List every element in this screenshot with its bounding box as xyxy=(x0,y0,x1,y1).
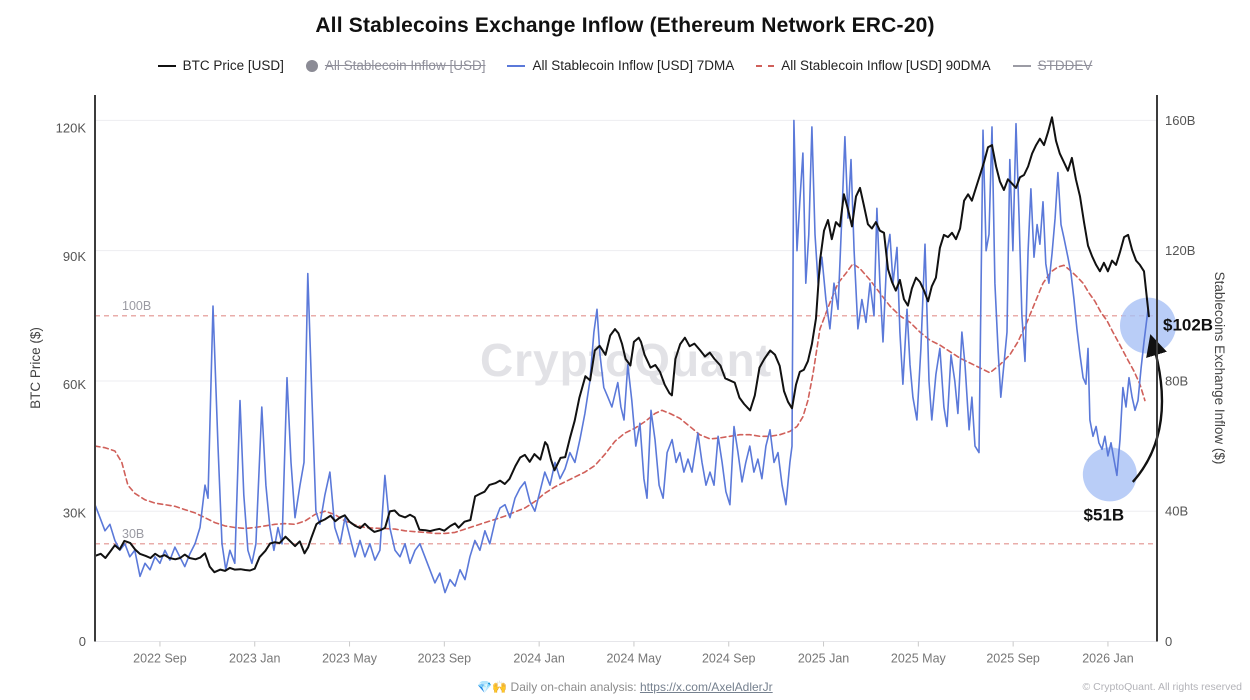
footer: 💎🙌 Daily on-chain analysis: https://x.co… xyxy=(0,680,1250,694)
header: All Stablecoins Exchange Inflow (Ethereu… xyxy=(0,14,1250,38)
value-label: $102B xyxy=(1163,316,1213,335)
legend-label: All Stablecoin Inflow [USD] 7DMA xyxy=(532,58,735,73)
svg-text:2023 May: 2023 May xyxy=(322,652,378,666)
copyright-text: © CryptoQuant. All rights reserved xyxy=(1082,681,1242,693)
svg-text:80B: 80B xyxy=(1165,373,1188,388)
svg-text:2026 Jan: 2026 Jan xyxy=(1082,652,1133,666)
legend-item-stddev[interactable]: STDDEV xyxy=(1012,58,1093,73)
legend-label: All Stablecoin Inflow [USD] xyxy=(324,58,486,73)
chart-title: All Stablecoins Exchange Inflow (Ethereu… xyxy=(315,14,935,37)
svg-text:0: 0 xyxy=(1165,634,1172,649)
svg-text:2024 Jan: 2024 Jan xyxy=(513,652,564,666)
svg-text:160B: 160B xyxy=(1165,113,1195,128)
legend-line-marker xyxy=(507,64,526,67)
legend-item-btc-price[interactable]: BTC Price [USD] xyxy=(157,58,284,73)
legend-label: All Stablecoin Inflow [USD] 90DMA xyxy=(781,58,991,73)
footer-emoji-icon: 💎🙌 xyxy=(477,680,508,694)
footer-link[interactable]: https://x.com/AxelAdlerJr xyxy=(639,680,773,694)
svg-text:30K: 30K xyxy=(63,506,86,521)
annotation-value-labels: $102B $51B xyxy=(1084,316,1214,525)
svg-text:2022 Sep: 2022 Sep xyxy=(133,652,187,666)
axes xyxy=(94,95,1158,647)
x-axis-tick-labels: 2022 Sep 2023 Jan 2023 May 2023 Sep 2024 Jan… xyxy=(133,652,1134,666)
series-btc-price xyxy=(94,116,1150,574)
svg-text:2023 Sep: 2023 Sep xyxy=(418,652,472,666)
legend-line-marker xyxy=(157,64,176,67)
threshold-label: 30B xyxy=(122,527,144,541)
legend-item-inflow-90dma[interactable]: All Stablecoin Inflow [USD] 90DMA xyxy=(756,58,991,73)
legend-label: BTC Price [USD] xyxy=(182,58,284,73)
svg-text:120K: 120K xyxy=(56,120,87,135)
svg-text:60K: 60K xyxy=(63,377,86,392)
footer-text: Daily on-chain analysis: xyxy=(510,680,637,694)
svg-text:0: 0 xyxy=(79,634,86,649)
svg-text:2023 Jan: 2023 Jan xyxy=(229,652,280,666)
legend-label: STDDEV xyxy=(1037,58,1093,73)
svg-text:2025 Jan: 2025 Jan xyxy=(798,652,849,666)
right-axis-tick-labels: 0 40B 80B 120B 160B xyxy=(1165,113,1195,649)
legend-dot-marker xyxy=(305,59,318,72)
left-axis-title: BTC Price ($) xyxy=(28,327,43,409)
svg-text:2024 Sep: 2024 Sep xyxy=(702,652,756,666)
threshold-label: 100B xyxy=(122,299,151,313)
chart-legend: BTC Price [USD] All Stablecoin Inflow [US… xyxy=(0,58,1250,73)
svg-text:40B: 40B xyxy=(1165,504,1188,519)
series-inflow-90dma xyxy=(94,262,1146,535)
svg-text:2025 May: 2025 May xyxy=(891,652,947,666)
legend-item-inflow-7dma[interactable]: All Stablecoin Inflow [USD] 7DMA xyxy=(507,58,734,73)
right-axis-title: Stablecoins Exchange Inflow ($) xyxy=(1212,272,1227,465)
series-inflow-7dma xyxy=(94,119,1149,594)
legend-line-marker xyxy=(1012,64,1031,67)
left-axis-tick-labels: 0 30K 60K 90K 120K xyxy=(56,120,87,649)
svg-text:120B: 120B xyxy=(1165,243,1195,258)
value-label: $51B xyxy=(1084,505,1125,524)
svg-text:2024 May: 2024 May xyxy=(606,652,662,666)
svg-text:2025 Sep: 2025 Sep xyxy=(986,652,1040,666)
legend-line-marker xyxy=(756,64,775,67)
svg-text:90K: 90K xyxy=(63,249,86,264)
data-series xyxy=(94,116,1150,594)
legend-item-inflow[interactable]: All Stablecoin Inflow [USD] xyxy=(305,58,486,73)
